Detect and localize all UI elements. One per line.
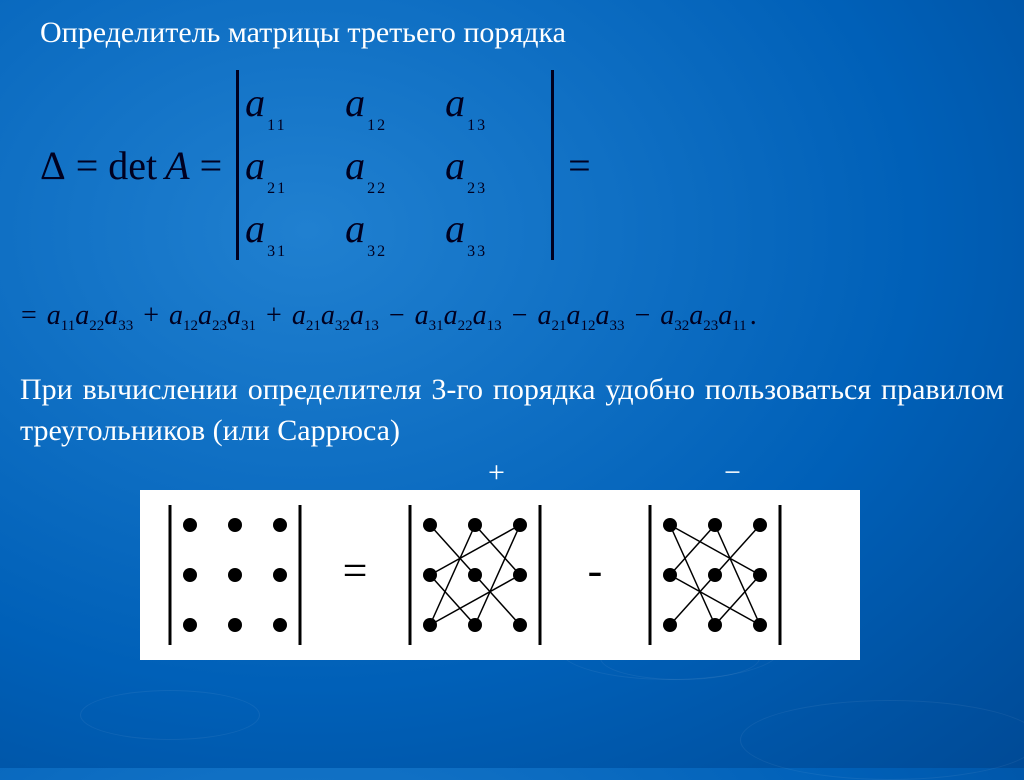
term-base: a [47,300,61,331]
term-sub: 33 [118,318,133,334]
term-sub: 31 [241,318,256,334]
cell-33: a33 [445,205,545,252]
plus-sign-label: + [488,456,505,490]
term-base: a [321,300,335,331]
operator: − [627,300,657,331]
svg-text:=: = [343,546,368,595]
term-sub: 32 [674,318,689,334]
term-sub: 11 [61,318,75,334]
expansion-period: . [750,300,757,331]
term-base: a [444,300,458,331]
term-base: a [227,300,241,331]
cell-32: a32 [345,205,445,252]
term-sub: 21 [306,318,321,334]
term-base: a [169,300,183,331]
term-base: a [718,300,732,331]
term-sub: 31 [429,318,444,334]
page-title: Определитель матрицы третьего порядка [40,16,566,50]
term-sub: 13 [364,318,379,334]
term-sub: 21 [551,318,566,334]
operator: + [136,300,166,331]
expansion-formula: = a11a22a33 + a12a23a31 + a21a32a13 − a3… [18,300,760,332]
term-base: a [566,300,580,331]
term-sub: 13 [487,318,502,334]
cell-22: a22 [345,142,445,189]
operator: + [259,300,289,331]
equals-1: = [76,142,99,189]
sarrus-diagram: =- [140,490,860,660]
term-base: a [473,300,487,331]
equals-3: = [568,142,591,189]
term-sub: 22 [89,318,104,334]
term-base: a [292,300,306,331]
delta-symbol: Δ [40,142,66,189]
operator: − [505,300,535,331]
term-base: a [415,300,429,331]
term-sub: 33 [609,318,624,334]
term-base: a [198,300,212,331]
term-sub: 11 [732,318,746,334]
term-sub: 12 [580,318,595,334]
term-base: a [104,300,118,331]
cell-11: a11 [245,79,345,126]
svg-text:-: - [588,546,603,595]
vbar-right [551,70,554,260]
term-sub: 23 [212,318,227,334]
term-base: a [350,300,364,331]
determinant-equation: Δ = det A = a11 a12 a13 a21 a22 a23 a31 … [40,70,591,260]
equals-2: = [200,142,223,189]
term-sub: 12 [183,318,198,334]
cell-23: a23 [445,142,545,189]
det-text: det [108,142,157,189]
term-base: a [595,300,609,331]
term-base: a [660,300,674,331]
operator: = [21,300,44,331]
term-base: a [689,300,703,331]
cell-13: a13 [445,79,545,126]
term-sub: 22 [458,318,473,334]
cell-12: a12 [345,79,445,126]
matrix-A: A [165,142,189,189]
matrix-grid: a11 a12 a13 a21 a22 a23 a31 a32 a33 [239,71,551,260]
description-paragraph: При вычислении определителя 3-го порядка… [20,370,1004,451]
term-sub: 23 [703,318,718,334]
cell-31: a31 [245,205,345,252]
term-sub: 32 [335,318,350,334]
minus-sign-label: − [724,456,741,490]
term-base: a [75,300,89,331]
determinant-bars: a11 a12 a13 a21 a22 a23 a31 a32 a33 [236,70,554,260]
operator: − [382,300,412,331]
term-base: a [537,300,551,331]
cell-21: a21 [245,142,345,189]
